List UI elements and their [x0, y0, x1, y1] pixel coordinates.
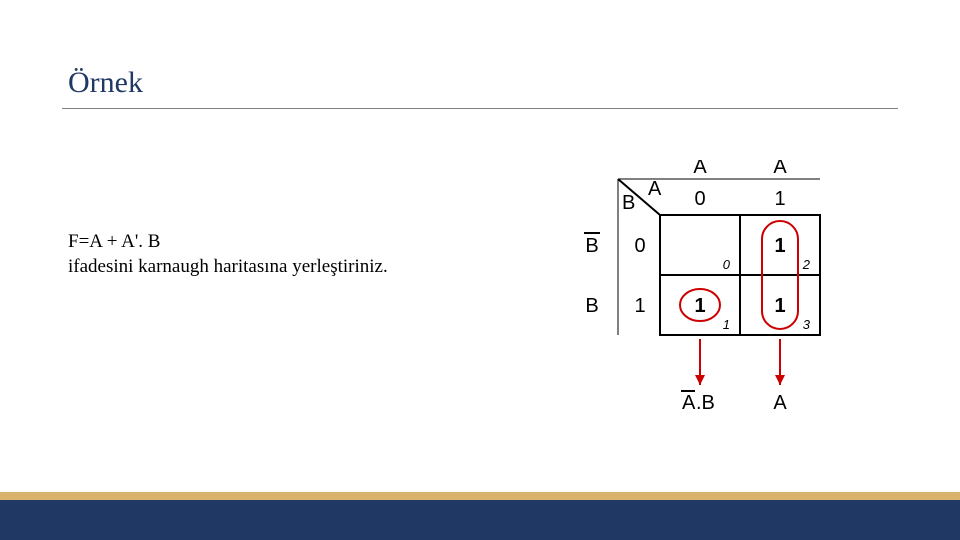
svg-text:A: A — [773, 160, 787, 178]
svg-text:2: 2 — [802, 257, 811, 272]
svg-text:A: A — [648, 178, 662, 200]
svg-text:B: B — [585, 235, 598, 257]
svg-text:0: 0 — [634, 235, 645, 257]
svg-text:.B: .B — [696, 392, 715, 414]
karnaugh-map: AB A0A1B0B1 0121113 A.BA — [530, 160, 890, 460]
svg-text:B: B — [622, 192, 635, 214]
kmap-svg: AB A0A1B0B1 0121113 A.BA — [530, 160, 890, 460]
svg-text:1: 1 — [774, 295, 785, 317]
svg-text:1: 1 — [723, 317, 730, 332]
svg-text:1: 1 — [634, 295, 645, 317]
svg-text:B: B — [585, 295, 598, 317]
slide-title: Örnek — [68, 66, 143, 100]
footer-accent — [0, 492, 960, 500]
body-text: F=A + A'. B ifadesini karnaugh haritasın… — [68, 230, 388, 279]
footer-bar — [0, 500, 960, 540]
svg-text:3: 3 — [803, 317, 811, 332]
body-line2: ifadesini karnaugh haritasına yerleştiri… — [68, 255, 388, 280]
title-underline — [62, 108, 898, 109]
body-line1: F=A + A'. B — [68, 230, 388, 255]
svg-text:1: 1 — [774, 188, 785, 210]
svg-text:1: 1 — [774, 235, 785, 257]
svg-text:A: A — [693, 160, 707, 178]
svg-text:0: 0 — [723, 257, 731, 272]
svg-text:A: A — [773, 392, 787, 414]
svg-text:1: 1 — [694, 295, 705, 317]
svg-text:A: A — [682, 392, 696, 414]
svg-text:0: 0 — [694, 188, 705, 210]
